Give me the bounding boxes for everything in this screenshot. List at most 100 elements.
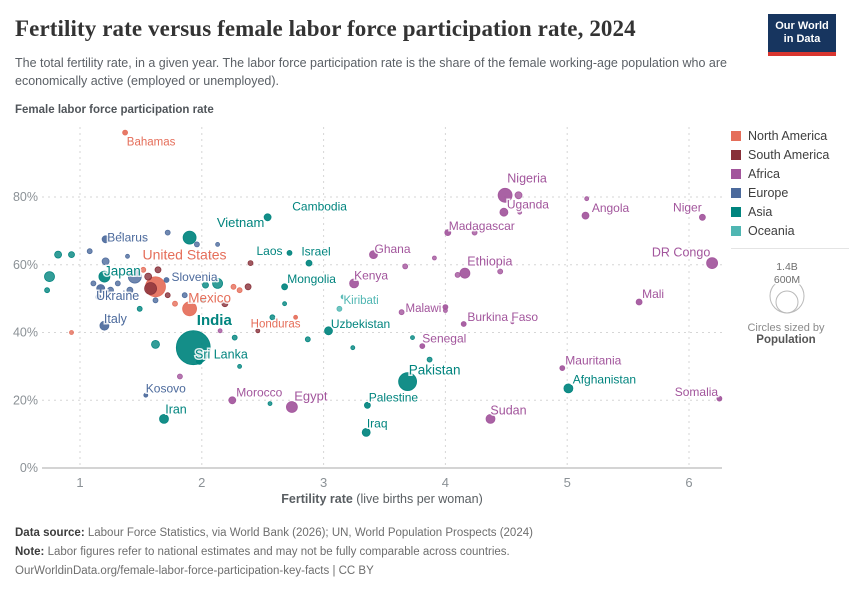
data-point[interactable] (215, 241, 221, 247)
data-point[interactable] (140, 266, 147, 273)
country-label-iraq[interactable]: Iraq (365, 415, 389, 432)
data-point[interactable] (514, 191, 523, 200)
data-point[interactable] (107, 286, 114, 294)
country-dot-mali[interactable] (635, 298, 643, 306)
country-label-japan[interactable]: Japan (103, 262, 143, 280)
country-label-afghanistan[interactable]: Afghanistan (571, 371, 637, 388)
data-point[interactable] (181, 292, 188, 299)
country-dot-sri-lanka[interactable] (195, 357, 203, 365)
country-dot-madagascar[interactable] (444, 229, 452, 237)
data-point[interactable] (231, 334, 238, 341)
data-point[interactable] (144, 282, 158, 295)
data-point[interactable] (247, 260, 254, 267)
country-dot-kenya[interactable] (349, 278, 360, 289)
country-label-palestine[interactable]: Palestine (367, 389, 420, 406)
data-point[interactable] (221, 300, 229, 308)
country-label-vietnam[interactable]: Vietnam (215, 214, 265, 232)
data-point[interactable] (217, 328, 223, 334)
country-dot-kiribati[interactable] (340, 294, 346, 300)
country-label-belarus[interactable]: Belarus (106, 229, 150, 246)
country-label-sudan[interactable]: Sudan (489, 402, 528, 419)
data-point[interactable] (471, 229, 478, 236)
data-point[interactable] (154, 266, 162, 274)
country-label-honduras[interactable]: Honduras (249, 317, 302, 332)
country-label-kosovo[interactable]: Kosovo (144, 380, 187, 397)
country-label-iran[interactable]: Iran (164, 401, 189, 418)
data-point[interactable] (267, 401, 273, 407)
owid-logo[interactable]: Our World in Data (768, 14, 836, 56)
country-dot-somalia[interactable] (716, 395, 723, 402)
country-dot-vietnam[interactable] (182, 230, 197, 245)
country-dot-slovenia[interactable] (163, 277, 170, 283)
data-point[interactable] (236, 287, 243, 294)
data-point[interactable] (127, 269, 142, 284)
country-label-italy[interactable]: Italy (102, 311, 129, 328)
data-point[interactable] (584, 196, 590, 202)
data-point[interactable] (140, 236, 147, 243)
country-dot-egypt[interactable] (285, 401, 298, 413)
legend-item-asia[interactable]: Asia (731, 205, 849, 219)
country-label-dr-congo[interactable]: DR Congo (650, 244, 711, 261)
country-dot-japan[interactable] (98, 270, 111, 283)
country-dot-iraq[interactable] (361, 427, 371, 437)
country-dot-sudan[interactable] (485, 413, 496, 424)
country-label-madagascar[interactable]: Madagascar (447, 217, 516, 234)
data-point[interactable] (454, 271, 461, 278)
country-dot-belarus[interactable] (101, 235, 110, 244)
data-point[interactable] (410, 335, 415, 341)
country-label-cambodia[interactable]: Cambodia (291, 198, 349, 215)
data-point[interactable] (172, 300, 178, 307)
country-label-ukraine[interactable]: Ukraine (95, 287, 141, 304)
country-dot-burkina-faso[interactable] (460, 321, 467, 327)
country-label-united-states[interactable]: United States (141, 245, 228, 264)
country-dot-morocco[interactable] (228, 396, 237, 405)
country-label-israel[interactable]: Israel (300, 243, 332, 260)
data-point[interactable] (125, 253, 130, 259)
data-point[interactable] (398, 309, 405, 316)
country-dot-iran[interactable] (159, 413, 169, 424)
legend-item-oceania[interactable]: Oceania (731, 224, 849, 238)
country-dot-israel[interactable] (305, 259, 313, 267)
data-point[interactable] (336, 305, 343, 312)
country-label-nigeria[interactable]: Nigeria (506, 170, 549, 187)
country-dot-laos[interactable] (286, 249, 293, 256)
country-label-slovenia[interactable]: Slovenia (170, 269, 219, 286)
country-dot-afghanistan[interactable] (563, 383, 574, 394)
data-point[interactable] (402, 263, 409, 270)
country-label-ethiopia[interactable]: Ethiopia (466, 253, 514, 270)
country-dot-bahamas[interactable] (122, 129, 128, 136)
country-label-niger[interactable]: Niger (672, 199, 704, 216)
country-dot-angola[interactable] (581, 211, 590, 220)
data-point[interactable] (517, 209, 523, 215)
data-point[interactable] (69, 330, 74, 335)
legend-item-south-america[interactable]: South America (731, 148, 849, 162)
data-point[interactable] (164, 292, 171, 299)
data-point[interactable] (202, 281, 209, 289)
country-label-kenya[interactable]: Kenya (353, 267, 390, 284)
data-point[interactable] (200, 297, 206, 304)
data-point[interactable] (54, 250, 62, 259)
country-dot-palestine[interactable] (363, 401, 371, 409)
country-label-ghana[interactable]: Ghana (373, 240, 412, 257)
data-point[interactable] (244, 283, 252, 291)
country-dot-india[interactable] (175, 330, 211, 366)
country-dot-mexico[interactable] (182, 301, 198, 317)
country-dot-mongolia[interactable] (281, 283, 289, 291)
country-label-mali[interactable]: Mali (641, 286, 666, 303)
data-point[interactable] (176, 373, 183, 380)
country-label-malawi[interactable]: Malawi (404, 302, 443, 317)
country-dot-italy[interactable] (99, 320, 110, 331)
data-point[interactable] (44, 287, 50, 294)
country-label-mongolia[interactable]: Mongolia (286, 271, 338, 288)
country-dot-uganda[interactable] (499, 207, 509, 217)
data-point[interactable] (136, 305, 143, 312)
country-label-mauritania[interactable]: Mauritania (564, 352, 623, 369)
country-label-pakistan[interactable]: Pakistan (407, 361, 462, 379)
country-label-morocco[interactable]: Morocco (235, 384, 284, 401)
data-point[interactable] (442, 308, 448, 313)
data-point[interactable] (68, 251, 75, 259)
country-dot-kosovo[interactable] (143, 392, 149, 398)
data-point[interactable] (151, 339, 160, 349)
data-point[interactable] (431, 255, 437, 261)
data-point[interactable] (90, 280, 97, 287)
